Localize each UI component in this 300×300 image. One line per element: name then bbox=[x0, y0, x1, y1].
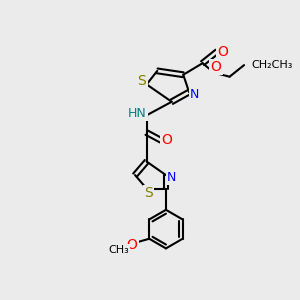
Text: N: N bbox=[190, 88, 200, 100]
Text: CH₂CH₃: CH₂CH₃ bbox=[252, 60, 293, 70]
Text: S: S bbox=[144, 186, 153, 200]
Text: N: N bbox=[167, 170, 176, 184]
Text: O: O bbox=[161, 134, 172, 147]
Text: O: O bbox=[211, 60, 221, 74]
Text: HN: HN bbox=[128, 107, 146, 120]
Text: CH₃: CH₃ bbox=[108, 245, 129, 255]
Text: O: O bbox=[126, 238, 137, 251]
Text: O: O bbox=[218, 45, 228, 58]
Text: S: S bbox=[137, 74, 146, 88]
